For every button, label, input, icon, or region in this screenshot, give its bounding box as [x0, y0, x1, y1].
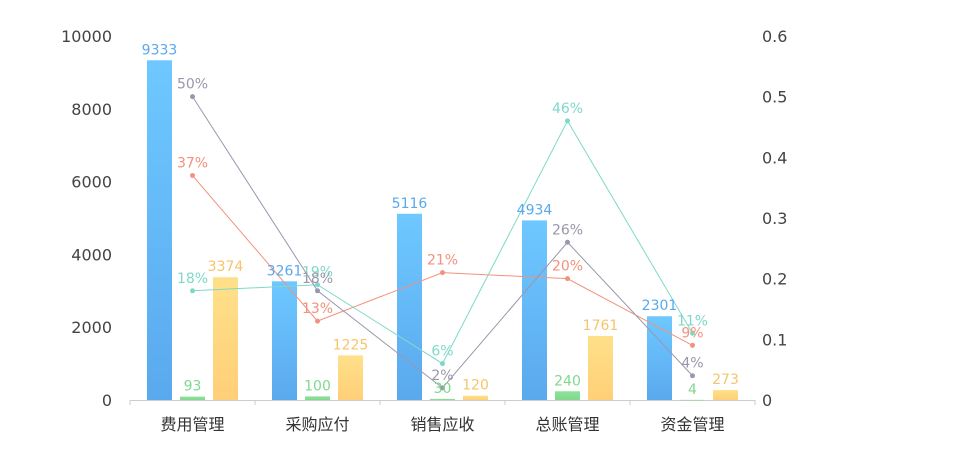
- line-point: [690, 342, 695, 348]
- line-point: [565, 239, 570, 245]
- y-right-tick-label: 0.1: [762, 330, 787, 349]
- bar: [338, 355, 363, 400]
- bar: [555, 391, 580, 400]
- line-point: [690, 373, 695, 379]
- line-value-label: 20%: [552, 259, 583, 275]
- bar: [588, 335, 613, 400]
- x-tick-label: 费用管理: [160, 415, 224, 434]
- line-value-label: 37%: [177, 156, 208, 172]
- bar-value-label: 30: [434, 381, 452, 397]
- bar-value-label: 2301: [642, 298, 678, 314]
- y-right-tick-label: 0.4: [762, 148, 787, 167]
- y-left-tick-label: 2000: [71, 318, 112, 337]
- bar: [680, 399, 705, 401]
- y-right-tick-label: 0.5: [762, 88, 787, 107]
- axes: 费用管理 采购应付 销售应收 总账管理 资金管理 0 2000 4000 6000 8000 100…: [61, 27, 787, 434]
- bar-value-label: 3261: [267, 263, 303, 279]
- line-value-label: 13%: [302, 301, 333, 317]
- x-tick-label: 资金管理: [660, 415, 724, 434]
- bar-value-label: 1761: [583, 318, 619, 334]
- line-value-label: 2%: [431, 368, 453, 384]
- y-left-tick-label: 10000: [61, 27, 112, 46]
- bar-value-label: 273: [712, 372, 739, 388]
- bar: [213, 277, 238, 400]
- line-point: [440, 270, 445, 276]
- line-value-label: 46%: [552, 101, 583, 117]
- line-value-label: 19%: [302, 265, 333, 281]
- y-left-tick-label: 4000: [71, 245, 112, 264]
- bar-value-label: 4: [688, 382, 697, 398]
- bar-value-label: 4934: [517, 202, 553, 218]
- line-point: [690, 330, 695, 336]
- line-value-label: 18%: [177, 271, 208, 287]
- bar-value-label: 100: [304, 378, 331, 394]
- line-point: [190, 94, 195, 100]
- bar-value-label: 9333: [142, 42, 178, 58]
- line-point: [565, 118, 570, 124]
- bar: [305, 396, 330, 400]
- bar: [147, 60, 172, 400]
- line-point: [565, 276, 570, 282]
- bar: [397, 213, 422, 400]
- y-right-tick-label: 0.6: [762, 27, 787, 46]
- line-value-label: 9%: [681, 325, 703, 341]
- bar: [647, 316, 672, 400]
- lines: [190, 94, 695, 391]
- bars: [147, 60, 738, 401]
- y-left-tick-label: 0: [102, 391, 112, 410]
- bar: [522, 220, 547, 400]
- bar-value-label: 5116: [392, 196, 428, 212]
- bar: [463, 395, 488, 400]
- line-value-label: 50%: [177, 77, 208, 93]
- x-tick-label: 采购应付: [285, 415, 349, 434]
- x-tick-label: 销售应收: [410, 415, 474, 434]
- bar: [272, 281, 297, 400]
- line-value-label: 21%: [427, 253, 458, 269]
- x-tick-label: 总账管理: [535, 415, 599, 434]
- line-point: [315, 282, 320, 288]
- line-point: [190, 173, 195, 179]
- bar: [180, 396, 205, 400]
- bar: [430, 398, 455, 400]
- line-value-label: 11%: [677, 313, 708, 329]
- data-labels: 9333 3261 5116 4934 2301 93 100 30 240 4 3374 1225 1…: [142, 42, 739, 398]
- bar-value-label: 120: [462, 378, 489, 394]
- line-point: [315, 318, 320, 324]
- bar-value-label: 93: [184, 379, 202, 395]
- y-left-tick-label: 8000: [71, 100, 112, 119]
- line-point: [440, 385, 445, 391]
- y-right-tick-label: 0: [762, 391, 772, 410]
- bar-value-label: 1225: [333, 337, 369, 353]
- bar-value-label: 3374: [208, 259, 244, 275]
- line-value-label: 4%: [681, 356, 703, 372]
- bar: [713, 390, 738, 400]
- bar-value-label: 240: [554, 373, 581, 389]
- line-point: [440, 361, 445, 367]
- y-right-tick-label: 0.3: [762, 209, 787, 228]
- line-point: [190, 288, 195, 294]
- y-left-tick-label: 6000: [71, 173, 112, 192]
- line-value-label: 18%: [302, 271, 333, 287]
- line-value-label: 26%: [552, 222, 583, 238]
- line-value-label: 6%: [431, 344, 453, 360]
- line-point: [315, 288, 320, 294]
- y-right-tick-label: 0.2: [762, 270, 787, 289]
